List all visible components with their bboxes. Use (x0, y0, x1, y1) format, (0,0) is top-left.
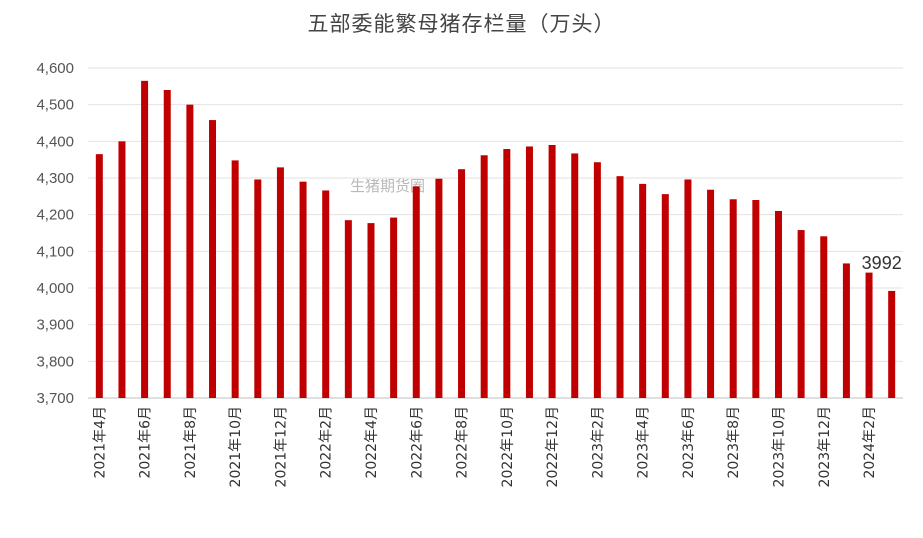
bar (276, 167, 284, 398)
y-tick-label: 4,400 (36, 133, 74, 150)
watermark-text: 生猪期货圈 (350, 177, 425, 195)
bar (163, 90, 171, 398)
x-tick-label: 2023年8月 (726, 406, 742, 479)
bar (209, 120, 217, 399)
y-tick-label: 4,600 (36, 60, 74, 77)
bar (525, 146, 533, 398)
last-value-label: 3992 (862, 253, 902, 273)
bar (842, 263, 850, 398)
bar (774, 211, 782, 398)
bar (503, 149, 511, 398)
bar (254, 179, 262, 398)
x-tick-label: 2023年6月 (681, 406, 697, 479)
x-axis-ticks: 2021年4月 2021年6月 2021年8月 2021年10月 2021年12月 202… (92, 406, 878, 487)
bar (888, 290, 896, 398)
bar (661, 194, 669, 398)
x-tick-label: 2023年10月 (771, 406, 787, 487)
y-tick-label: 4,200 (36, 207, 74, 224)
y-axis-ticks: 3,700 3,800 3,900 4,000 4,100 4,200 4,300 4,400… (36, 60, 74, 407)
y-tick-label: 4,000 (36, 280, 74, 297)
bar (616, 176, 624, 398)
bar (344, 220, 352, 398)
bar (322, 190, 330, 398)
x-tick-label: 2022年6月 (409, 406, 425, 479)
x-tick-label: 2022年12月 (545, 406, 561, 487)
bar (435, 178, 443, 398)
bar (480, 155, 488, 398)
bar (752, 200, 760, 398)
bar (707, 189, 715, 398)
x-tick-label: 2021年12月 (273, 406, 289, 487)
bar (797, 230, 805, 398)
x-tick-label: 2021年4月 (92, 406, 108, 479)
bar (458, 169, 466, 398)
bar (95, 154, 103, 398)
bar (231, 160, 239, 398)
x-tick-label: 2022年4月 (364, 406, 380, 479)
x-tick-label: 2022年2月 (319, 406, 335, 479)
chart-title: 五部委能繁母猪存栏量（万头） (307, 12, 616, 36)
bar (186, 104, 194, 399)
bars (95, 80, 896, 399)
bar (141, 80, 149, 398)
bar (639, 183, 647, 398)
bar (118, 141, 126, 399)
y-tick-label: 3,900 (36, 317, 74, 334)
y-tick-label: 3,700 (36, 390, 74, 407)
gridlines (88, 67, 903, 399)
y-tick-label: 4,500 (36, 97, 74, 114)
x-tick-label: 2022年10月 (500, 406, 516, 487)
x-tick-label: 2021年6月 (138, 406, 154, 479)
bar (571, 153, 579, 398)
bar (548, 145, 556, 398)
x-tick-label: 2024年2月 (862, 406, 878, 479)
bar (729, 199, 737, 398)
x-tick-label: 2023年2月 (590, 406, 606, 479)
x-tick-label: 2023年4月 (636, 406, 652, 479)
x-tick-label: 2022年8月 (455, 406, 471, 479)
x-tick-label: 2023年12月 (817, 406, 833, 487)
bar (593, 162, 601, 398)
bar (684, 179, 692, 398)
y-tick-label: 4,100 (36, 243, 74, 260)
x-tick-label: 2021年10月 (228, 406, 244, 487)
x-tick-label: 2021年8月 (183, 406, 199, 479)
y-tick-label: 4,300 (36, 170, 74, 187)
bar (865, 272, 873, 398)
bar (367, 223, 375, 398)
bar (820, 236, 828, 398)
bar (412, 186, 420, 398)
y-tick-label: 3,800 (36, 353, 74, 370)
bar (299, 181, 307, 398)
bar (390, 217, 398, 398)
